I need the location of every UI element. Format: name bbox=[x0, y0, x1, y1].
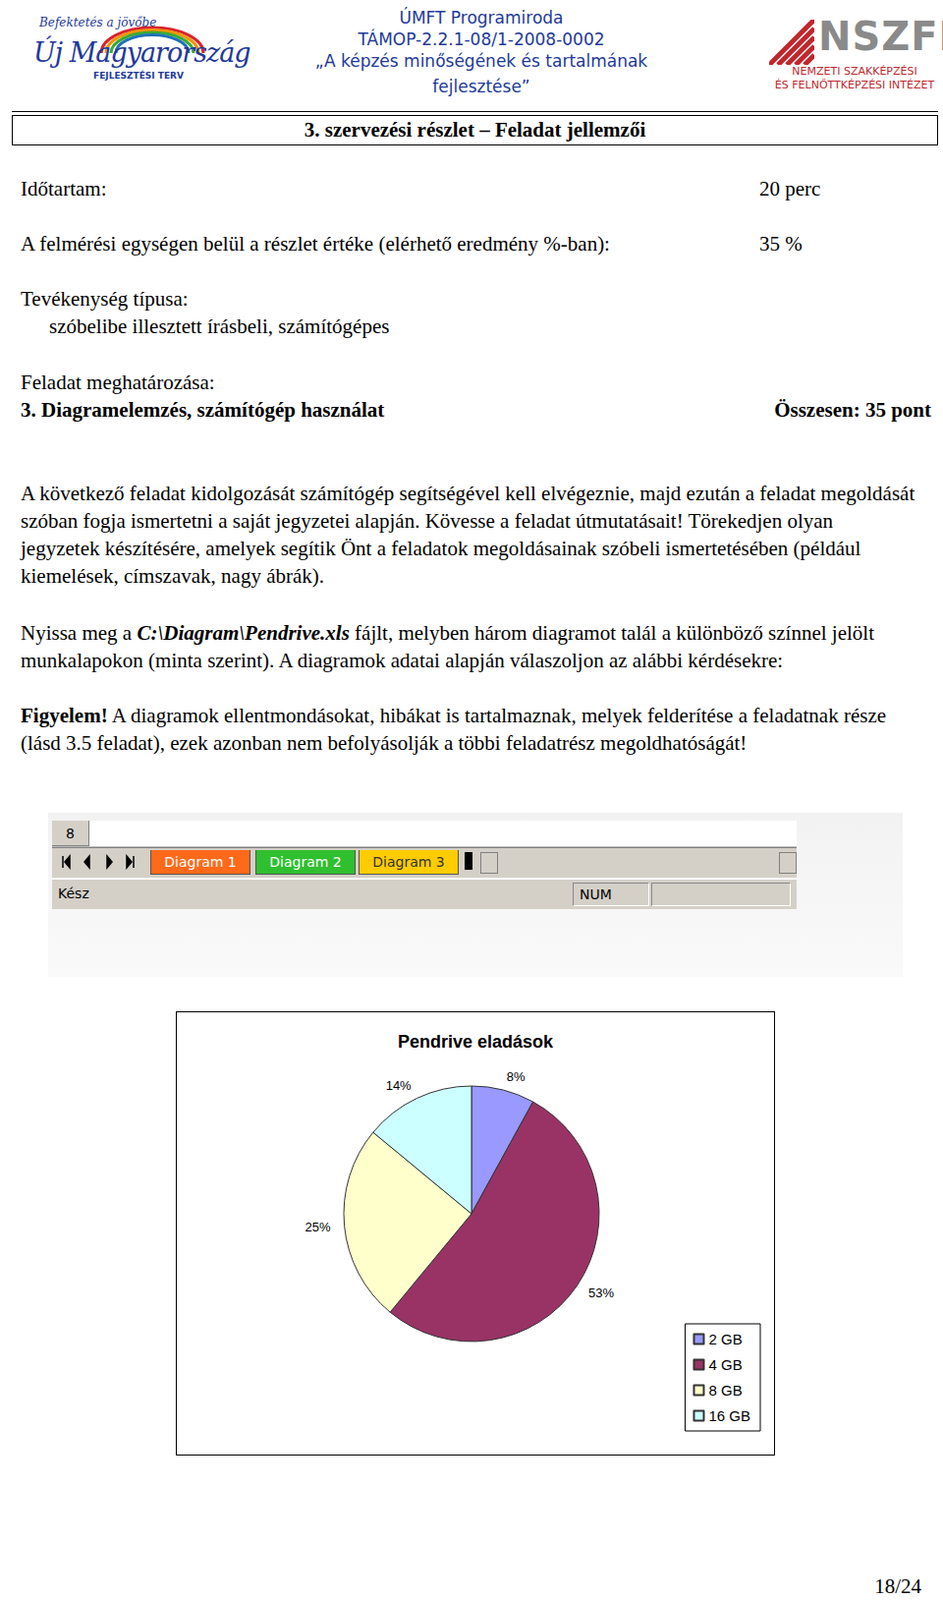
svg-text:Pendrive eladások: Pendrive eladások bbox=[397, 1031, 555, 1052]
html-text:Diagram 1: Diagram 1 bbox=[164, 853, 237, 870]
html-text:Feladat meghatározása:: Feladat meghatározása: bbox=[20, 370, 215, 394]
html-text:Diagram 3: Diagram 3 bbox=[372, 853, 445, 870]
html-text:„A képzés minőségének és tarta: „A képzés minőségének és tartalmának bbox=[315, 51, 648, 71]
html-text:3. szervezési részlet – Felada: 3. szervezési részlet – Feladat jellemző… bbox=[304, 117, 646, 142]
svg-text:14%: 14% bbox=[386, 1077, 412, 1093]
html-text:18/24: 18/24 bbox=[874, 1573, 922, 1598]
html-text:35 %: 35 % bbox=[759, 231, 803, 256]
html-text:Tevékenység típusa:: Tevékenység típusa: bbox=[20, 286, 189, 311]
html-text:Új Magyarország: Új Magyarország bbox=[33, 37, 251, 68]
html-text:Összesen: 35 pont: Összesen: 35 pont bbox=[774, 397, 932, 422]
html-text:szóbelibe illesztett írásbeli,: szóbelibe illesztett írásbeli, számítógé… bbox=[49, 314, 390, 338]
html-text:8: 8 bbox=[65, 825, 75, 841]
html-text:NUM: NUM bbox=[579, 886, 612, 902]
svg-text:8 GB: 8 GB bbox=[708, 1381, 742, 1398]
html-text:ÉS FELNŐTTKÉPZÉSI INTÉZET: ÉS FELNŐTTKÉPZÉSI INTÉZET bbox=[774, 78, 935, 92]
svg-text:4 GB: 4 GB bbox=[708, 1355, 742, 1373]
html-text:20 perc: 20 perc bbox=[759, 176, 821, 201]
html-text:Figyelem! A diagramok ellentmo: Figyelem! A diagramok ellentmondásokat, … bbox=[20, 703, 887, 755]
html-text:Befektetés a jövőbe: Befektetés a jövőbe bbox=[39, 15, 157, 30]
svg-text:53%: 53% bbox=[588, 1284, 614, 1300]
html-text:Időtartam:: Időtartam: bbox=[20, 176, 107, 201]
html-text:NEMZETI SZAKKÉPZÉSI: NEMZETI SZAKKÉPZÉSI bbox=[792, 64, 918, 78]
html-text:FEJLESZTÉSI TERV: FEJLESZTÉSI TERV bbox=[93, 70, 184, 81]
html-text:fejlesztése”: fejlesztése” bbox=[432, 76, 531, 97]
html-text:A felmérési egységen belül a r: A felmérési egységen belül a részlet ért… bbox=[20, 231, 611, 256]
html-text:Nyissa meg a C:\Diagram\Pendri: Nyissa meg a C:\Diagram\Pendrive.xls fáj… bbox=[20, 620, 875, 672]
html-text:3. Diagramelemzés, számítógép: 3. Diagramelemzés, számítógép használat bbox=[20, 397, 385, 422]
html-text:Kész: Kész bbox=[57, 885, 90, 901]
svg-text:8%: 8% bbox=[506, 1068, 526, 1084]
svg-text:2 GB: 2 GB bbox=[708, 1330, 742, 1347]
html-text:A következő feladat kidolgozás: A következő feladat kidolgozását számító… bbox=[20, 481, 915, 588]
html-text:Diagram 2: Diagram 2 bbox=[269, 853, 342, 870]
html-text:ÚMFT Programiroda: ÚMFT Programiroda bbox=[399, 7, 564, 28]
svg-text:25%: 25% bbox=[305, 1219, 332, 1234]
html-text:TÁMOP-2.2.1-08/1-2008-0002: TÁMOP-2.2.1-08/1-2008-0002 bbox=[357, 29, 605, 50]
svg-text:16 GB: 16 GB bbox=[708, 1406, 751, 1424]
